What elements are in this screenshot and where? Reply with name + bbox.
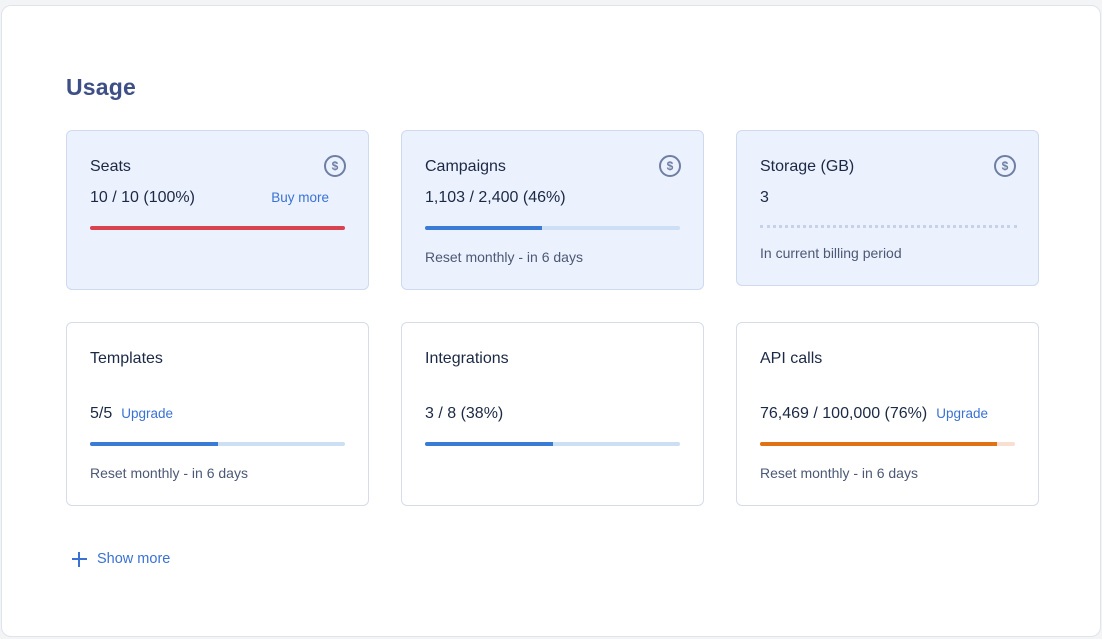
usage-card-seats: Seats $ 10 / 10 (100%) Buy more — [66, 130, 369, 290]
progress-fill — [425, 442, 553, 446]
usage-progress-bar — [425, 442, 680, 446]
card-value: 3 / 8 (38%) — [425, 405, 504, 422]
card-note: Reset monthly - in 6 days — [760, 465, 918, 481]
card-value-row: 5/5 Upgrade — [90, 405, 345, 423]
card-title: Templates — [90, 350, 163, 367]
usage-grid: Seats $ 10 / 10 (100%) Buy more Campaign… — [66, 130, 1039, 506]
card-value: 3 — [760, 189, 769, 206]
usage-progress-bar — [90, 442, 345, 446]
dollar-circle-icon: $ — [659, 155, 681, 177]
card-value-row: 3 / 8 (38%) — [425, 405, 680, 423]
card-value: 1,103 / 2,400 (46%) — [425, 189, 566, 206]
dollar-circle-icon: $ — [324, 155, 346, 177]
card-title: Campaigns — [425, 158, 506, 175]
usage-card-campaigns: Campaigns $ 1,103 / 2,400 (46%) Reset mo… — [401, 130, 704, 290]
card-value: 76,469 / 100,000 (76%) — [760, 405, 928, 422]
progress-fill — [90, 226, 345, 230]
unlimited-dotted-bar — [760, 225, 1017, 228]
progress-fill — [90, 442, 218, 446]
usage-card-integrations: Integrations 3 / 8 (38%) — [401, 322, 704, 506]
plus-icon — [72, 551, 87, 567]
card-value: 5/5 — [90, 405, 113, 422]
card-note: Reset monthly - in 6 days — [90, 465, 248, 481]
card-title: Seats — [90, 158, 131, 175]
card-value-row: 76,469 / 100,000 (76%) Upgrade — [760, 405, 1015, 423]
usage-progress-bar — [760, 442, 1015, 446]
usage-card-storage: Storage (GB) $ 3 In current billing peri… — [736, 130, 1039, 286]
upgrade-link[interactable]: Upgrade — [936, 406, 989, 421]
dollar-circle-icon: $ — [994, 155, 1016, 177]
usage-progress-bar — [425, 226, 680, 230]
usage-card-templates: Templates 5/5 Upgrade Reset monthly - in… — [66, 322, 369, 506]
show-more-label: Show more — [97, 551, 171, 567]
card-note: Reset monthly - in 6 days — [425, 249, 583, 265]
progress-fill — [760, 442, 998, 446]
upgrade-link[interactable]: Upgrade — [121, 406, 174, 421]
progress-fill — [425, 226, 543, 230]
page-title: Usage — [66, 74, 137, 100]
card-value: 10 / 10 (100%) — [90, 189, 195, 206]
card-title: Integrations — [425, 350, 509, 367]
card-value-row: 1,103 / 2,400 (46%) — [425, 189, 680, 207]
usage-progress-bar — [90, 226, 345, 230]
card-value-row: 3 — [760, 189, 1015, 207]
show-more-button[interactable]: Show more — [72, 551, 170, 567]
card-title: API calls — [760, 350, 823, 367]
buy-more-link[interactable]: Buy more — [271, 190, 329, 205]
card-note: In current billing period — [760, 245, 902, 261]
card-value-row: 10 / 10 (100%) Buy more — [90, 189, 345, 207]
usage-card-api-calls: API calls 76,469 / 100,000 (76%) Upgrade… — [736, 322, 1039, 506]
card-title: Storage (GB) — [760, 158, 855, 175]
usage-panel: Usage Seats $ 10 / 10 (100%) Buy more Ca… — [1, 5, 1101, 637]
